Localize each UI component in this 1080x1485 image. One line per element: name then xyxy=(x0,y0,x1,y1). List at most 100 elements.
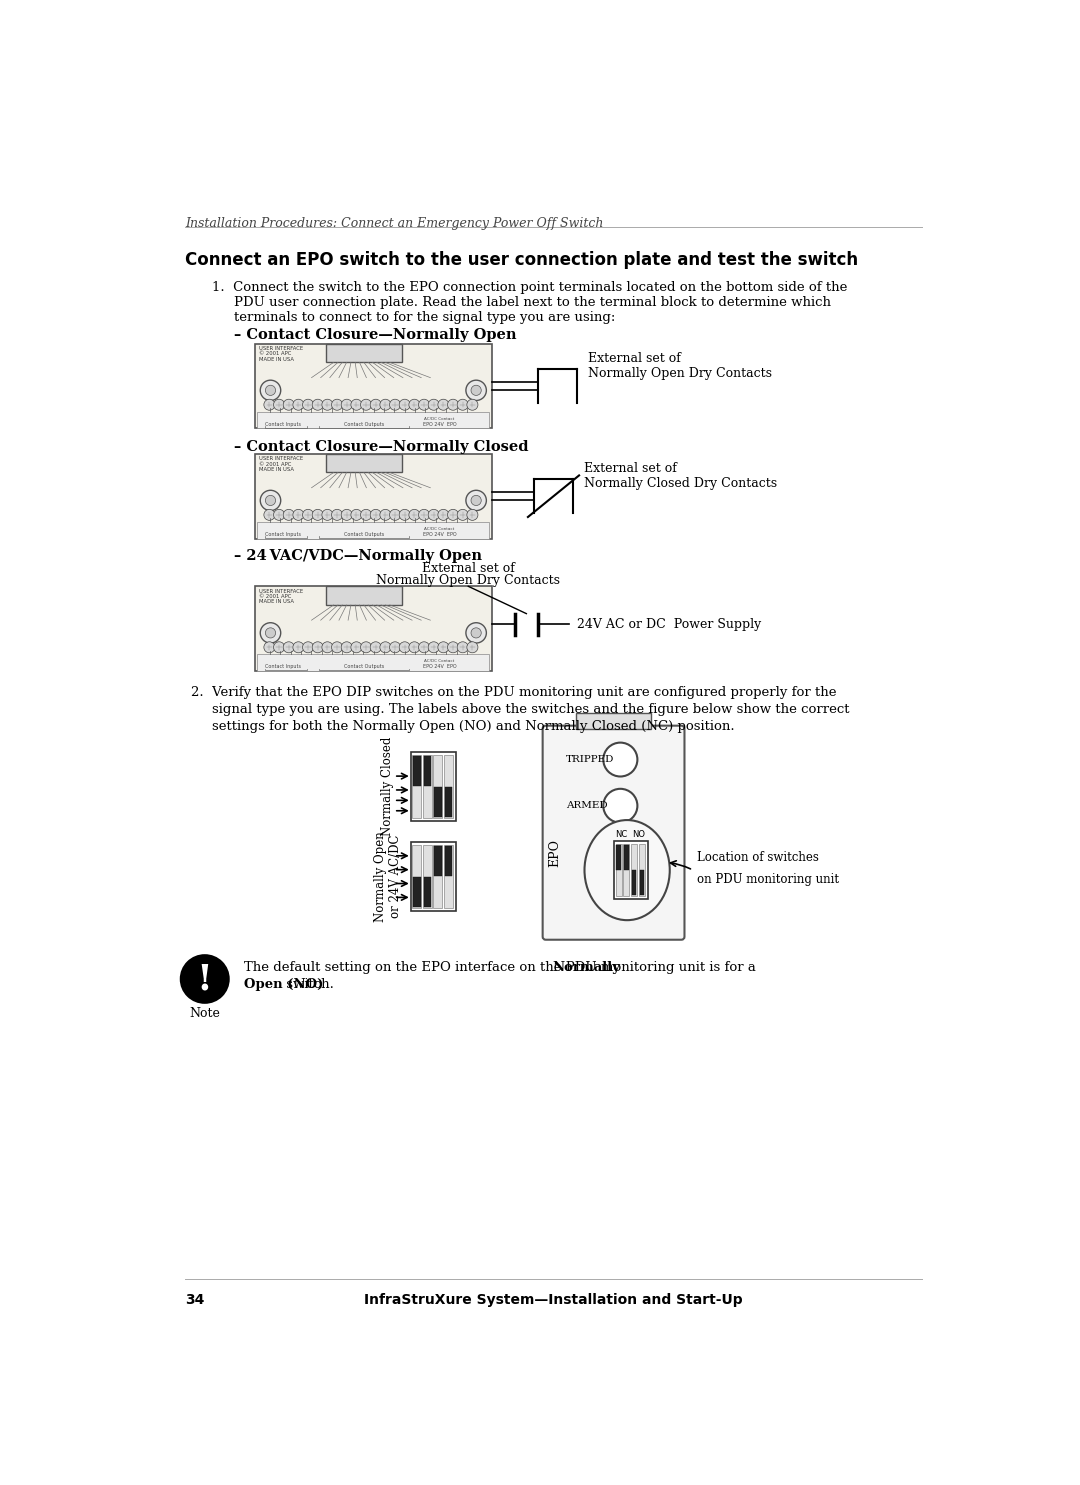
Bar xyxy=(326,343,402,362)
Text: USER INTERFACE: USER INTERFACE xyxy=(259,456,303,462)
Circle shape xyxy=(264,399,275,410)
Text: Normally Open
or 24V AC/DC: Normally Open or 24V AC/DC xyxy=(374,832,402,922)
Text: © 2001 APC: © 2001 APC xyxy=(259,594,292,598)
Circle shape xyxy=(390,642,401,653)
Circle shape xyxy=(380,509,391,520)
Text: Note: Note xyxy=(189,1007,220,1020)
Circle shape xyxy=(419,399,430,410)
Text: PDU user connection plate. Read the label next to the terminal block to determin: PDU user connection plate. Read the labe… xyxy=(234,296,832,309)
Circle shape xyxy=(273,509,285,520)
Circle shape xyxy=(419,642,430,653)
Text: – Contact Closure—Normally Open: – Contact Closure—Normally Open xyxy=(234,328,516,343)
Bar xyxy=(423,756,431,786)
Text: AC/DC Contact: AC/DC Contact xyxy=(424,659,455,664)
Circle shape xyxy=(312,509,323,520)
Circle shape xyxy=(322,509,333,520)
Circle shape xyxy=(437,399,449,410)
Text: EPO 24V  EPO: EPO 24V EPO xyxy=(422,422,457,426)
Circle shape xyxy=(409,642,420,653)
Circle shape xyxy=(370,642,381,653)
Circle shape xyxy=(341,399,352,410)
Text: 1.  Connect the switch to the EPO connection point terminals located on the bott: 1. Connect the switch to the EPO connect… xyxy=(213,281,848,294)
Bar xyxy=(444,845,453,909)
Circle shape xyxy=(181,956,228,1002)
Bar xyxy=(434,846,442,876)
Circle shape xyxy=(264,642,275,653)
Bar xyxy=(616,845,622,895)
Bar xyxy=(326,454,402,472)
Bar xyxy=(638,845,645,895)
Bar xyxy=(434,787,442,817)
Text: NO: NO xyxy=(632,830,645,839)
Text: InfraStruXure System—Installation and Start-Up: InfraStruXure System—Installation and St… xyxy=(364,1293,743,1307)
Circle shape xyxy=(361,399,372,410)
Bar xyxy=(414,756,420,786)
Circle shape xyxy=(447,399,459,410)
Bar xyxy=(613,841,648,898)
Circle shape xyxy=(273,399,285,410)
Circle shape xyxy=(361,509,372,520)
Text: NC: NC xyxy=(616,830,627,839)
Circle shape xyxy=(283,642,294,653)
Bar xyxy=(255,454,491,539)
Circle shape xyxy=(390,509,401,520)
Circle shape xyxy=(465,622,486,643)
Circle shape xyxy=(351,509,362,520)
Circle shape xyxy=(604,789,637,823)
Circle shape xyxy=(447,642,459,653)
Text: Contact Outputs: Contact Outputs xyxy=(343,422,384,426)
Circle shape xyxy=(409,509,420,520)
Circle shape xyxy=(293,642,303,653)
Circle shape xyxy=(293,509,303,520)
Text: MADE IN USA: MADE IN USA xyxy=(259,466,294,472)
Text: Location of switches: Location of switches xyxy=(697,851,819,864)
Text: Contact Outputs: Contact Outputs xyxy=(343,664,384,670)
Bar xyxy=(255,343,491,429)
Circle shape xyxy=(471,385,482,395)
Text: Normally Closed Dry Contacts: Normally Closed Dry Contacts xyxy=(584,477,778,490)
Circle shape xyxy=(604,742,637,777)
Circle shape xyxy=(341,642,352,653)
Text: 34: 34 xyxy=(186,1293,205,1307)
Circle shape xyxy=(260,622,281,643)
Bar xyxy=(433,754,443,818)
Bar xyxy=(410,751,456,821)
Text: – 24 VAC/VDC—Normally Open: – 24 VAC/VDC—Normally Open xyxy=(234,549,482,563)
Text: Contact Inputs: Contact Inputs xyxy=(266,664,301,670)
Circle shape xyxy=(283,399,294,410)
Text: Normally: Normally xyxy=(553,961,621,974)
Bar xyxy=(414,878,420,907)
Circle shape xyxy=(457,399,469,410)
Text: The default setting on the EPO interface on the PDU monitoring unit is for a: The default setting on the EPO interface… xyxy=(243,961,759,974)
Bar xyxy=(423,845,432,909)
Circle shape xyxy=(332,509,342,520)
Text: Normally Open Dry Contacts: Normally Open Dry Contacts xyxy=(376,575,561,587)
Bar xyxy=(631,845,637,895)
Circle shape xyxy=(467,399,478,410)
Bar xyxy=(617,845,621,870)
Bar xyxy=(433,845,443,909)
Text: on PDU monitoring unit: on PDU monitoring unit xyxy=(697,873,839,887)
Circle shape xyxy=(264,509,275,520)
Circle shape xyxy=(428,399,440,410)
Bar xyxy=(577,713,651,729)
Circle shape xyxy=(467,509,478,520)
Circle shape xyxy=(370,399,381,410)
Text: AC/DC Contact: AC/DC Contact xyxy=(424,527,455,532)
Bar xyxy=(632,870,636,895)
Bar xyxy=(257,521,489,539)
Text: ARMED: ARMED xyxy=(566,802,608,811)
Text: 24V AC or DC  Power Supply: 24V AC or DC Power Supply xyxy=(577,618,761,631)
Circle shape xyxy=(428,509,440,520)
Bar xyxy=(413,754,421,818)
Text: USER INTERFACE: USER INTERFACE xyxy=(259,588,303,594)
Bar xyxy=(445,846,451,876)
Text: 2.  Verify that the EPO DIP switches on the PDU monitoring unit are configured p: 2. Verify that the EPO DIP switches on t… xyxy=(191,686,836,699)
Circle shape xyxy=(351,399,362,410)
Circle shape xyxy=(447,509,459,520)
Circle shape xyxy=(341,509,352,520)
Circle shape xyxy=(465,490,486,511)
Circle shape xyxy=(400,642,410,653)
Text: Open (NO): Open (NO) xyxy=(243,979,323,990)
Text: Normally Closed: Normally Closed xyxy=(381,737,394,836)
